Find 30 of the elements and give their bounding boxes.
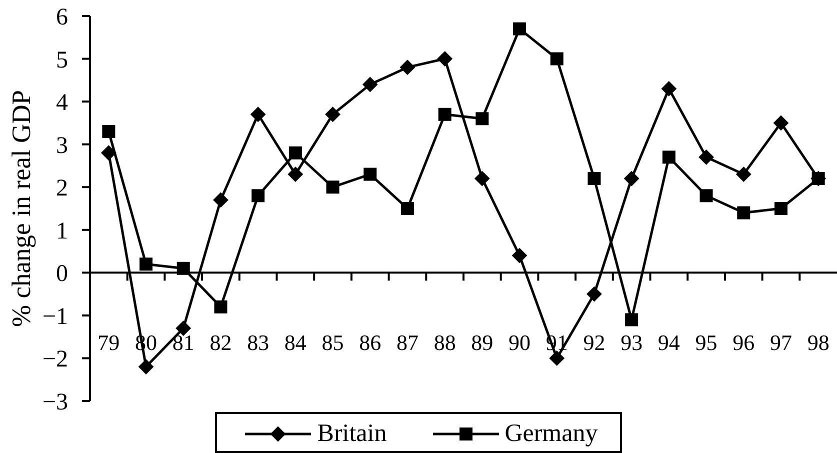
y-tick-label: 2	[56, 176, 68, 202]
y-tick-label: 6	[56, 4, 68, 31]
x-tick-label: 86	[359, 330, 382, 356]
y-axis-title: % change in real GDP	[6, 90, 36, 327]
x-tick-label: 94	[658, 330, 680, 356]
x-tick-label: 87	[396, 330, 418, 356]
x-tick-label: 93	[620, 330, 643, 356]
y-tick-label: 1	[56, 218, 68, 244]
x-tick-label: 88	[434, 330, 456, 356]
x-tick-label: 89	[471, 330, 494, 356]
y-tick-label: −2	[42, 346, 68, 373]
x-tick-label: 90	[508, 330, 531, 356]
x-tick-label: 85	[322, 330, 344, 356]
x-tick-label: 84	[284, 330, 306, 356]
y-tick-label: 4	[56, 90, 68, 116]
x-tick-label: 79	[98, 330, 120, 356]
x-tick-label: 83	[247, 330, 270, 356]
x-tick-label: 92	[583, 330, 606, 356]
legend-label: Britain	[317, 419, 387, 449]
x-tick-label: 98	[807, 330, 830, 356]
y-tick-label: 5	[56, 47, 68, 74]
x-tick-label: 95	[695, 330, 718, 356]
y-tick-label: 3	[56, 132, 68, 159]
x-tick-label: 96	[732, 330, 755, 356]
y-tick-label: −1	[42, 304, 68, 330]
x-tick-label: 97	[770, 330, 792, 356]
x-tick-label: 82	[210, 330, 232, 356]
y-tick-label: −3	[42, 390, 68, 416]
legend-label: Germany	[504, 419, 598, 449]
y-tick-label: 0	[56, 261, 68, 288]
